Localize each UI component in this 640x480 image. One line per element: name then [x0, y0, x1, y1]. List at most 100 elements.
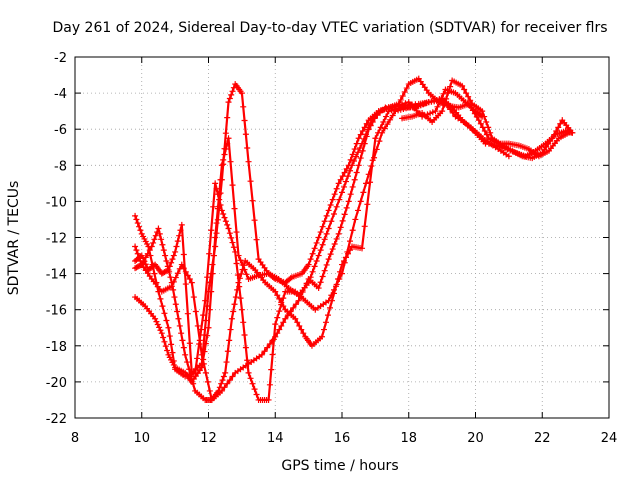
data-point-marker: [367, 121, 374, 128]
data-point-marker: [337, 176, 344, 183]
data-point-marker: [349, 151, 356, 158]
data-point-marker: [178, 221, 185, 228]
data-point-marker: [202, 369, 209, 376]
data-point-marker: [178, 330, 185, 337]
data-point-marker: [339, 189, 345, 196]
data-point-marker: [315, 234, 322, 241]
data-point-marker: [287, 275, 294, 282]
data-point-marker: [224, 380, 231, 387]
data-point-marker: [282, 315, 289, 322]
data-point-marker: [434, 103, 441, 110]
data-point-marker: [137, 227, 144, 234]
data-point-marker: [403, 85, 410, 92]
data-point-marker: [161, 310, 168, 317]
data-point-marker: [226, 230, 233, 237]
data-point-marker: [309, 250, 316, 257]
data-point-marker: [381, 125, 388, 132]
data-point-marker: [292, 315, 299, 322]
data-point-marker: [274, 292, 281, 299]
data-point-marker: [186, 340, 193, 347]
data-point-marker: [171, 294, 178, 301]
data-point-marker: [361, 124, 368, 131]
data-point-marker: [353, 153, 360, 160]
data-point-marker: [134, 250, 141, 257]
data-point-marker: [224, 348, 231, 355]
data-point-marker: [200, 346, 207, 353]
data-point-marker: [156, 324, 163, 331]
data-point-marker: [320, 326, 327, 333]
data-point-marker: [164, 347, 171, 354]
data-point-marker: [172, 274, 179, 281]
data-point-marker: [467, 97, 474, 104]
data-point-marker: [361, 223, 368, 230]
data-point-marker: [353, 169, 360, 176]
data-point-marker: [384, 121, 391, 128]
data-point-marker: [210, 203, 217, 210]
data-point-marker: [212, 180, 219, 187]
y-tick-label: -16: [46, 304, 67, 319]
data-point-marker: [315, 252, 322, 259]
data-point-marker: [261, 348, 268, 355]
data-point-marker: [247, 178, 254, 185]
x-tick-label: 8: [71, 431, 79, 446]
data-point-marker: [214, 216, 221, 223]
data-point-marker: [383, 113, 390, 120]
data-point-marker: [159, 241, 166, 248]
data-point-marker: [238, 306, 245, 313]
data-point-marker: [364, 201, 371, 208]
data-point-marker: [238, 270, 245, 277]
data-point-marker: [176, 265, 183, 272]
data-point-marker: [170, 357, 177, 364]
data-point-marker: [148, 243, 155, 250]
data-point-marker: [168, 279, 175, 286]
data-point-marker: [215, 387, 222, 394]
y-tick-label: -6: [54, 123, 67, 138]
data-point-marker: [168, 341, 175, 348]
data-point-marker: [278, 322, 285, 329]
data-point-marker: [180, 344, 187, 351]
data-point-marker: [253, 391, 260, 398]
data-point-marker: [335, 230, 342, 237]
data-point-marker: [165, 324, 172, 331]
data-point-marker: [333, 185, 340, 192]
data-point-marker: [172, 301, 179, 308]
data-point-marker: [357, 131, 364, 138]
data-point-marker: [150, 262, 157, 269]
data-point-marker: [218, 380, 225, 387]
data-point-marker: [447, 106, 454, 113]
data-point-marker: [216, 203, 223, 210]
data-point-marker: [359, 245, 366, 252]
data-point-marker: [153, 279, 160, 286]
data-point-marker: [423, 100, 430, 107]
data-point-marker: [483, 131, 490, 138]
data-point-marker: [200, 312, 207, 319]
data-point-marker: [228, 234, 235, 241]
data-point-marker: [137, 262, 144, 269]
data-point-marker: [243, 271, 250, 278]
data-point-marker: [226, 95, 233, 102]
data-point-marker: [208, 227, 215, 234]
data-point-marker: [330, 290, 337, 297]
data-point-marker: [240, 262, 247, 269]
data-point-marker: [176, 232, 183, 239]
data-point-marker: [467, 104, 474, 111]
data-point-marker: [355, 207, 362, 214]
data-point-marker: [233, 260, 240, 267]
data-point-marker: [132, 212, 139, 219]
data-point-marker: [322, 319, 329, 326]
data-point-marker: [357, 155, 364, 162]
y-tick-label: -14: [46, 268, 67, 283]
data-point-marker: [179, 337, 186, 344]
data-point-marker: [339, 217, 346, 224]
data-point-marker: [307, 274, 314, 281]
data-point-marker: [222, 218, 229, 225]
data-point-marker: [155, 225, 162, 232]
data-point-marker: [375, 129, 382, 136]
data-point-marker: [347, 156, 354, 163]
data-point-marker: [201, 331, 208, 338]
data-point-marker: [276, 295, 283, 302]
data-point-marker: [175, 315, 182, 322]
data-point-marker: [459, 82, 466, 89]
data-point-marker: [152, 315, 159, 322]
data-point-marker: [345, 250, 352, 257]
